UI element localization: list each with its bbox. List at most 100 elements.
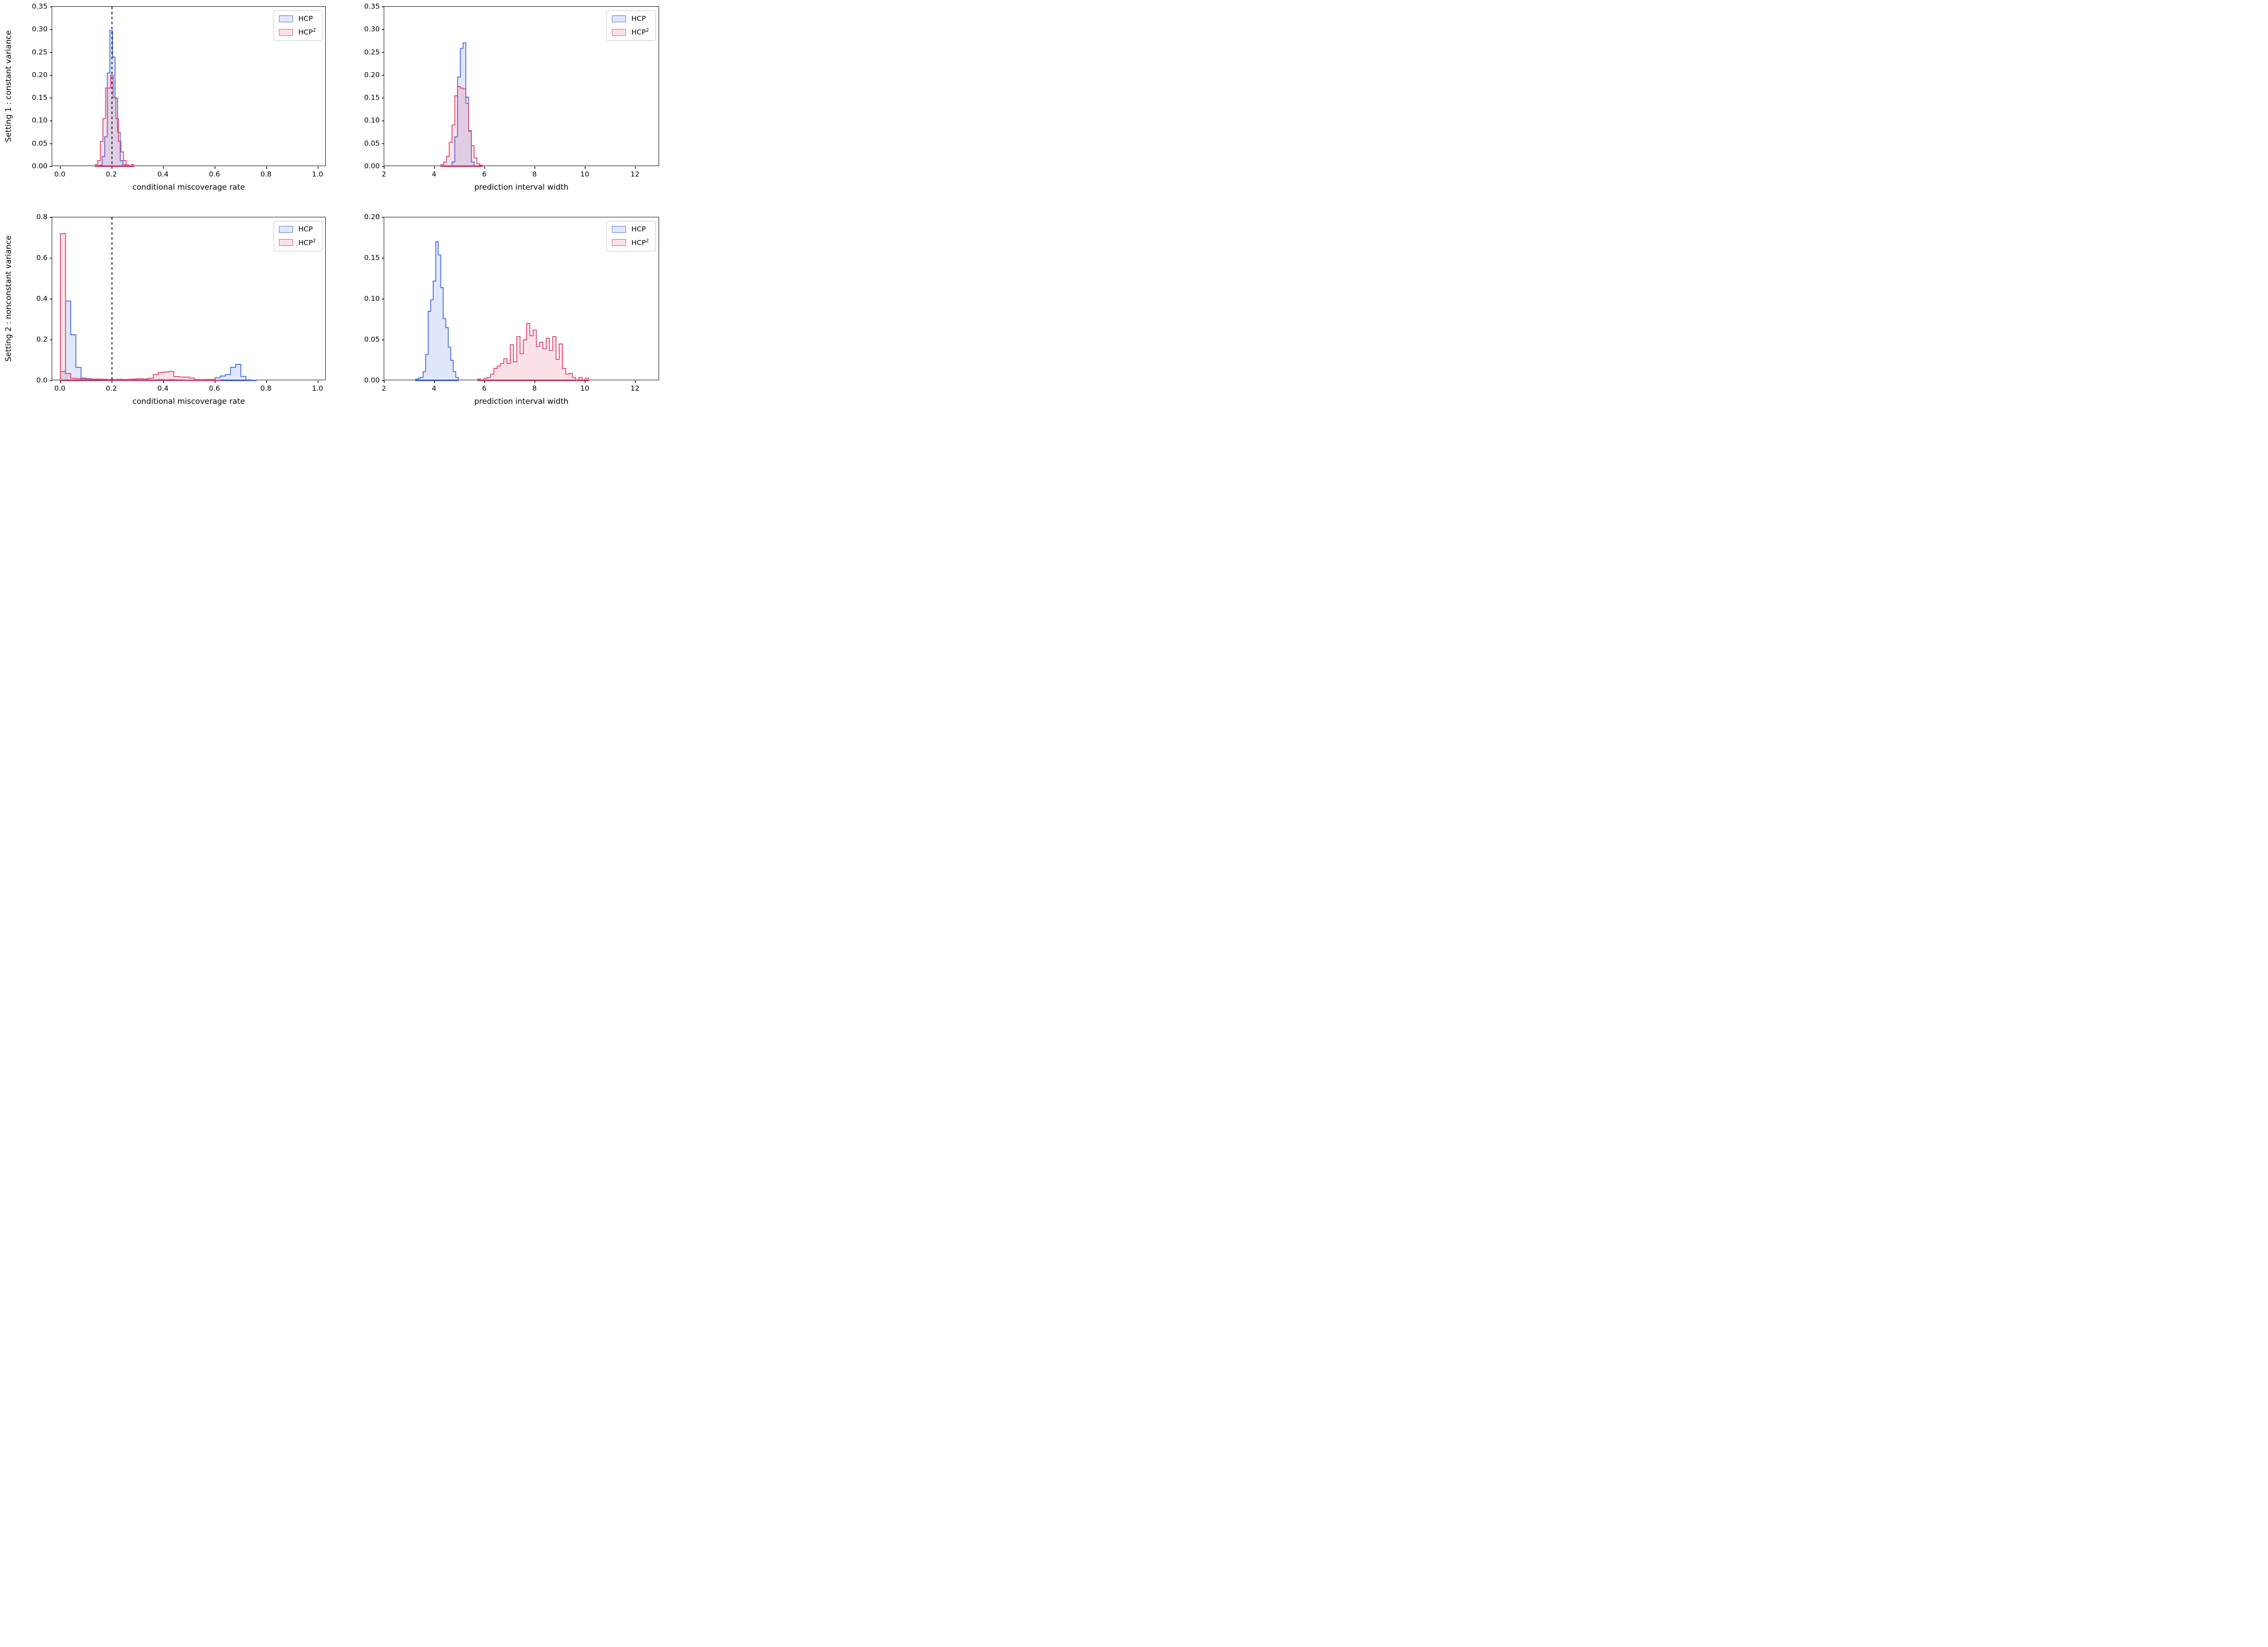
- y-tick-label: 0.20: [364, 70, 380, 79]
- legend-label-hcp: HCP: [298, 225, 313, 233]
- x-tick-label: 0.2: [106, 170, 117, 178]
- legend-item-hcp2: HCP2: [279, 238, 316, 247]
- legend-swatch-hcp-icon: [611, 15, 626, 23]
- legend-label-superscript: 2: [645, 28, 649, 34]
- y-tick-label: 0.2: [36, 335, 48, 343]
- legend: HCP HCP2: [606, 10, 656, 41]
- y-tick-label: 0.0: [36, 376, 48, 384]
- legend-swatch-hcp2-icon: [279, 239, 293, 246]
- x-tick-label: 2: [381, 170, 386, 178]
- legend-item-hcp: HCP: [611, 225, 649, 233]
- hcp2-histogram: [59, 233, 221, 381]
- x-tick-label: 0.2: [106, 384, 117, 392]
- hcp2-histogram: [440, 86, 483, 167]
- legend-label-superscript: 2: [313, 238, 316, 244]
- legend-label-superscript: 2: [645, 238, 649, 244]
- y-tick-label: 0.4: [36, 294, 48, 303]
- legend-label-hcp2: HCP2: [298, 28, 316, 37]
- x-tick-label: 4: [432, 170, 436, 178]
- x-axis-label: conditional miscoverage rate: [132, 183, 245, 192]
- y-tick-label: 0.30: [364, 25, 380, 34]
- legend-item-hcp: HCP: [279, 15, 316, 23]
- y-tick-label: 0.05: [364, 335, 380, 343]
- subplot-setting1-interval-width: 2 4 6 8 10 12 0.00 0.05 0.10 0.15 0.20 0.25 0.30 0.35…: [364, 2, 659, 192]
- legend-swatch-hcp2-icon: [611, 239, 626, 246]
- y-tick-label: 0.8: [36, 212, 48, 221]
- legend: HCP HCP2: [273, 221, 323, 251]
- x-tick-label: 1.0: [312, 384, 323, 392]
- subplot-setting2-miscoverage: 0.0 0.2 0.4 0.6 0.8 1.0 0.0 0.2 0.4 0.6 0.8 conditi…: [4, 213, 326, 406]
- figure-canvas: 0.0 0.2 0.4 0.6 0.8 1.0 0.00 0.05 0.10 0.15 0.20 0.…: [0, 0, 664, 412]
- hcp-histogram: [59, 300, 257, 381]
- legend-label-hcp: HCP: [631, 225, 646, 233]
- legend-item-hcp2: HCP2: [279, 28, 316, 36]
- hcp2-histogram: [477, 323, 589, 381]
- y-tick-label: 0.10: [364, 116, 380, 125]
- y-tick-label: 0.15: [364, 253, 380, 262]
- legend-label-hcp2: HCP2: [631, 238, 649, 247]
- legend-label-hcp: HCP: [631, 15, 646, 23]
- y-tick-label: 0.05: [32, 139, 48, 147]
- legend-swatch-hcp-icon: [279, 15, 293, 23]
- legend-item-hcp2: HCP2: [611, 28, 649, 37]
- plot-svg: [382, 6, 636, 169]
- legend-label-hcp2: HCP2: [631, 28, 649, 37]
- x-tick-label: 0.6: [209, 170, 220, 178]
- y-tick-label: 0.35: [364, 2, 380, 10]
- y-tick-label: 0.05: [364, 139, 380, 147]
- legend-label-superscript: 2: [313, 28, 316, 34]
- x-axis-label: prediction interval width: [474, 397, 569, 406]
- y-tick-label: 0.15: [32, 93, 48, 102]
- y-tick-label: 0.6: [36, 253, 48, 262]
- legend-swatch-hcp-icon: [611, 225, 626, 233]
- legend-label-hcp2: HCP2: [298, 238, 316, 247]
- legend: HCP HCP2: [273, 10, 323, 41]
- plot-svg: [49, 216, 318, 383]
- legend-swatch-hcp2-icon: [611, 29, 626, 36]
- legend-item-hcp: HCP: [611, 15, 649, 23]
- x-tick-label: 0.4: [157, 384, 169, 392]
- subplot-setting1-miscoverage: 0.0 0.2 0.4 0.6 0.8 1.0 0.00 0.05 0.10 0.15 0.20 0.…: [4, 2, 326, 192]
- x-tick-label: 0.0: [54, 170, 66, 178]
- hcp-histogram: [415, 241, 459, 381]
- x-axis-label: prediction interval width: [474, 183, 569, 192]
- x-tick-label: 0.8: [260, 384, 272, 392]
- y-tick-label: 0.35: [32, 2, 48, 10]
- x-tick-label: 10: [580, 384, 590, 392]
- x-tick-label: 6: [482, 384, 487, 392]
- x-tick-label: 0.6: [209, 384, 220, 392]
- y-tick-label: 0.10: [364, 294, 380, 303]
- y-tick-label: 0.20: [32, 70, 48, 79]
- x-tick-label: 1.0: [312, 170, 323, 178]
- y-tick-label: 0.20: [364, 212, 380, 221]
- x-tick-label: 12: [631, 384, 640, 392]
- plot-svg: [49, 6, 318, 169]
- x-tick-label: 0.4: [157, 170, 169, 178]
- legend-item-hcp: HCP: [279, 225, 316, 233]
- x-tick-label: 4: [432, 384, 436, 392]
- y-tick-label: 0.25: [364, 48, 380, 56]
- legend: HCP HCP2: [606, 221, 656, 251]
- x-tick-label: 0.8: [260, 170, 272, 178]
- y-tick-label: 0.00: [364, 162, 380, 170]
- x-axis-label: conditional miscoverage rate: [132, 397, 245, 406]
- hcp2-histogram: [94, 74, 134, 167]
- y-tick-label: 0.30: [32, 25, 48, 34]
- x-tick-label: 8: [532, 384, 537, 392]
- legend-label-hcp: HCP: [298, 15, 313, 23]
- y-tick-label: 0.00: [364, 376, 380, 384]
- y-tick-label: 0.15: [364, 93, 380, 102]
- legend-swatch-hcp-icon: [279, 225, 293, 233]
- y-tick-label: 0.00: [32, 162, 48, 170]
- plot-svg: [382, 216, 636, 383]
- x-tick-label: 8: [532, 170, 537, 178]
- y-axis-label: Setting 2 : nonconstant variance: [4, 235, 13, 362]
- legend-swatch-hcp2-icon: [279, 29, 293, 36]
- y-axis-label: Setting 1 : constant variance: [4, 30, 13, 142]
- x-tick-label: 12: [631, 170, 640, 178]
- hcp-histogram: [451, 42, 475, 167]
- x-tick-label: 6: [482, 170, 487, 178]
- x-tick-label: 2: [381, 384, 386, 392]
- hcp-histogram: [99, 30, 126, 167]
- y-tick-label: 0.25: [32, 48, 48, 56]
